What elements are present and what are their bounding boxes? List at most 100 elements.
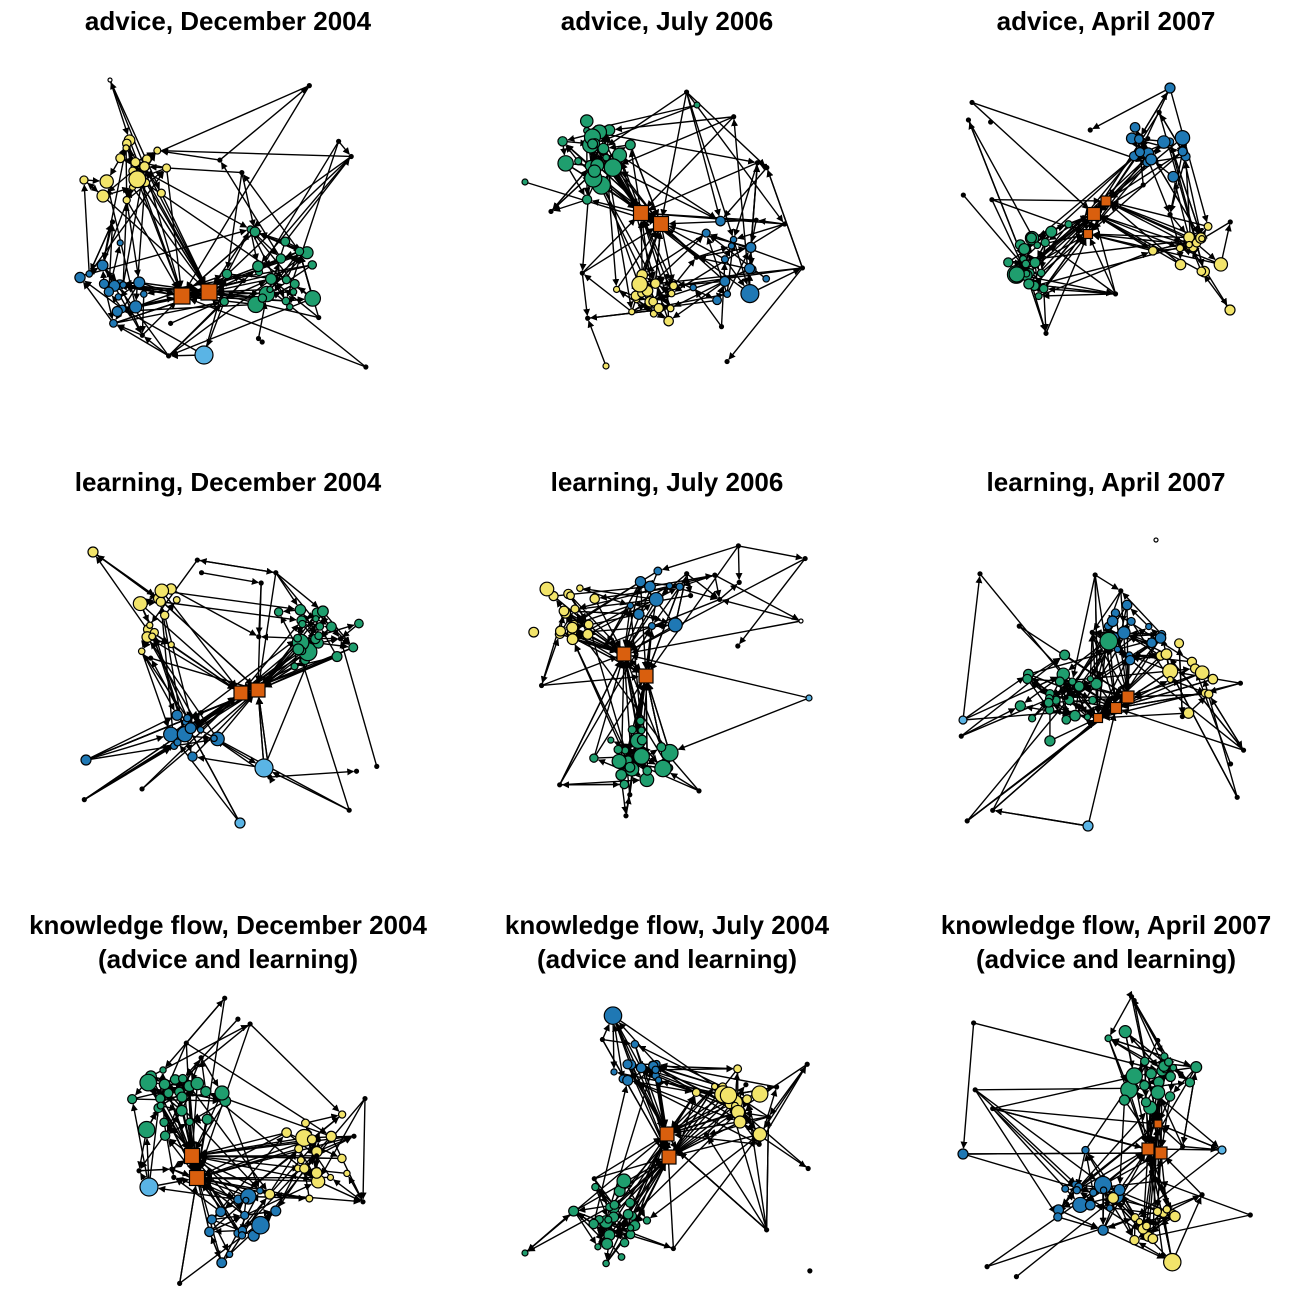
node-green [1164, 1091, 1176, 1102]
node-yellow [667, 289, 676, 298]
edge [286, 141, 340, 298]
node-yellow [558, 605, 570, 617]
node-blue [133, 276, 146, 289]
node-black [183, 1040, 189, 1046]
node-green [616, 1173, 632, 1189]
node-black [538, 682, 545, 689]
node-blue [1072, 1186, 1081, 1195]
edge [1111, 200, 1209, 228]
node-green [159, 1066, 167, 1074]
node-black [989, 197, 995, 203]
node-green [176, 1091, 188, 1103]
node-green [626, 1224, 635, 1232]
node-green [624, 139, 636, 151]
edge [321, 1098, 366, 1176]
node-blue [103, 286, 115, 297]
node-black [960, 192, 966, 198]
edge [668, 224, 751, 249]
node-green [594, 1243, 602, 1251]
node-yellow [156, 188, 166, 198]
node-green [292, 643, 305, 656]
node-green [1045, 225, 1058, 238]
edge [317, 1180, 361, 1202]
node-green [624, 1197, 636, 1208]
node-blue [270, 1205, 282, 1217]
node-yellow [666, 304, 675, 313]
edge [185, 999, 224, 1044]
edge [739, 558, 806, 645]
node-black [235, 1016, 241, 1022]
edge [1170, 678, 1205, 694]
node-blue [675, 582, 684, 591]
node-green [1140, 1056, 1150, 1067]
node-black [627, 792, 633, 798]
node-black [217, 157, 223, 163]
node-black [1227, 219, 1233, 225]
node-blue [237, 1231, 247, 1240]
node-green [1018, 242, 1031, 256]
node-black [756, 1141, 762, 1147]
node-black [171, 1174, 177, 1180]
node-blue [1099, 1186, 1108, 1195]
edge [141, 651, 170, 728]
edge [685, 91, 721, 217]
node-black [965, 117, 972, 123]
edge [646, 682, 671, 754]
edge [644, 625, 653, 669]
edge [1209, 682, 1241, 694]
edge [1120, 590, 1131, 691]
node-yellow [1196, 266, 1207, 277]
node-black [731, 114, 737, 120]
node-blue [215, 1206, 227, 1218]
edge [204, 1174, 331, 1182]
edge [132, 186, 205, 286]
edge [628, 150, 642, 214]
node-blue [196, 726, 205, 734]
edge [581, 272, 591, 316]
node-yellow [650, 278, 661, 289]
node-yellow [154, 583, 170, 599]
node-yellow [628, 308, 636, 316]
edge [249, 1023, 340, 1112]
node-green [636, 734, 648, 746]
node-yellow [570, 604, 580, 614]
node-orange-square [616, 646, 632, 662]
node-white [107, 77, 113, 83]
node-blue [85, 270, 94, 278]
node-blue [644, 580, 656, 593]
edge [199, 1137, 305, 1158]
edge [201, 571, 259, 585]
node-blue [1177, 146, 1188, 157]
node-black [1080, 215, 1086, 221]
node-green [1043, 697, 1054, 708]
edge [1208, 693, 1243, 749]
node-black [247, 1021, 253, 1027]
edge [962, 1149, 1155, 1157]
edge [1120, 651, 1245, 751]
node-green [627, 725, 637, 735]
node-green [304, 289, 322, 307]
network-advice-apr-2007 [960, 82, 1236, 336]
node-blue [762, 274, 771, 283]
node-yellow [576, 584, 584, 592]
edge [122, 303, 256, 315]
node-black [603, 642, 609, 648]
node-yellow [1198, 235, 1206, 243]
edge [275, 1171, 297, 1212]
node-black [1237, 680, 1244, 686]
edge [749, 220, 757, 243]
edge [161, 590, 237, 688]
node-black [1148, 1169, 1155, 1175]
node-white [1153, 537, 1159, 543]
node-black [718, 324, 725, 330]
node-yellow [612, 285, 621, 294]
node-blue [96, 259, 109, 272]
edge [967, 119, 1036, 243]
edge [732, 239, 749, 285]
node-blue [204, 1226, 215, 1238]
node-black [109, 219, 116, 225]
node-blue [1061, 1184, 1070, 1193]
edge [608, 598, 720, 645]
edge [206, 301, 225, 347]
node-black [712, 572, 718, 578]
